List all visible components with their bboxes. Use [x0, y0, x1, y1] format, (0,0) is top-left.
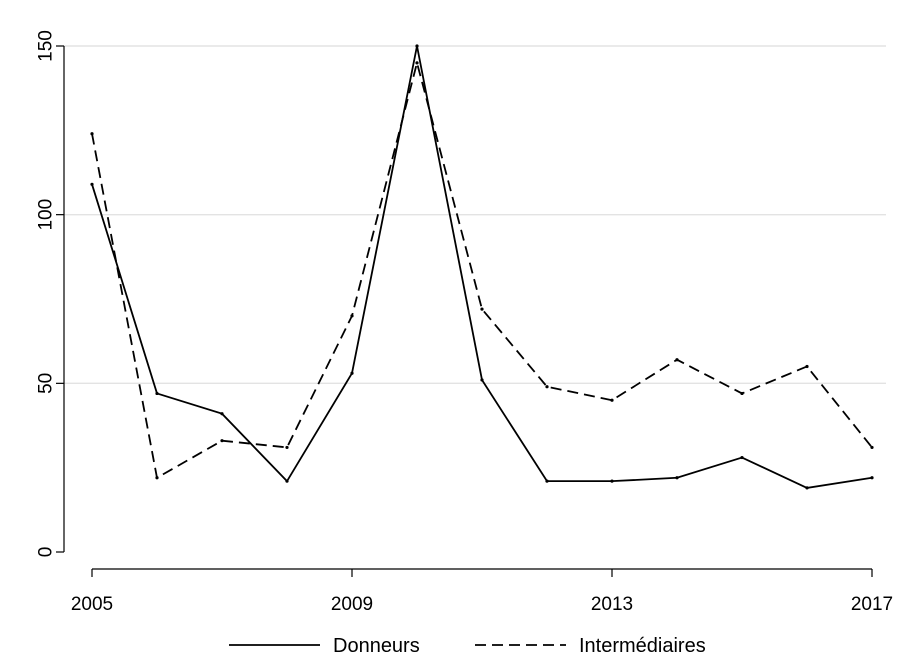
data-point-intermediaires-2014 — [675, 358, 679, 362]
y-tick-label-0: 0 — [36, 547, 57, 558]
data-point-donneurs-2012 — [545, 479, 549, 483]
data-point-intermediaires-2010 — [415, 61, 419, 65]
legend-label-intermediaires: Intermédiaires — [579, 635, 706, 657]
data-point-intermediaires-2007 — [220, 439, 224, 443]
data-point-donneurs-2015 — [740, 455, 744, 460]
legend: Donneurs Intermédiaires — [229, 635, 706, 657]
data-point-donneurs-2013 — [610, 479, 614, 483]
data-point-intermediaires-2009 — [350, 314, 354, 318]
data-point-donneurs-2009 — [350, 371, 354, 375]
data-point-donneurs-2016 — [805, 486, 809, 490]
data-point-donneurs-2010 — [415, 44, 419, 48]
x-tick-label-2005: 2005 — [71, 594, 113, 615]
y-tick-label-150: 150 — [36, 30, 57, 62]
x-tick-label-2017: 2017 — [851, 594, 893, 615]
x-tick-label-2013: 2013 — [591, 594, 633, 615]
data-point-intermediaires-2017 — [870, 445, 874, 450]
data-point-intermediaires-2008 — [285, 445, 289, 450]
data-point-donneurs-2011 — [480, 378, 484, 382]
gridlines — [64, 45, 886, 385]
x-tick-label-2009: 2009 — [331, 594, 373, 615]
data-point-donneurs-2017 — [870, 476, 874, 480]
data-point-intermediaires-2006 — [155, 476, 159, 480]
legend-label-donneurs: Donneurs — [333, 635, 420, 657]
data-point-intermediaires-2012 — [545, 385, 549, 389]
data-point-intermediaires-2015 — [740, 391, 744, 396]
data-point-donneurs-2014 — [675, 476, 679, 480]
data-point-intermediaires-2011 — [480, 307, 484, 311]
data-point-intermediaires-2005 — [90, 132, 94, 136]
y-tick-label-50: 50 — [36, 373, 57, 394]
data-point-donneurs-2007 — [220, 412, 224, 416]
y-tick-label-100: 100 — [36, 199, 57, 231]
data-point-donneurs-2006 — [155, 391, 159, 396]
series-intermediaires — [90, 59, 874, 480]
data-point-donneurs-2008 — [285, 479, 289, 483]
series-lines — [90, 44, 874, 490]
data-point-intermediaires-2016 — [805, 364, 809, 369]
series-donneurs — [90, 44, 874, 490]
axes: 0 50 100 150 2005 2009 2013 2017 — [36, 30, 894, 615]
data-point-donneurs-2005 — [90, 182, 94, 186]
data-point-intermediaires-2013 — [610, 398, 614, 402]
